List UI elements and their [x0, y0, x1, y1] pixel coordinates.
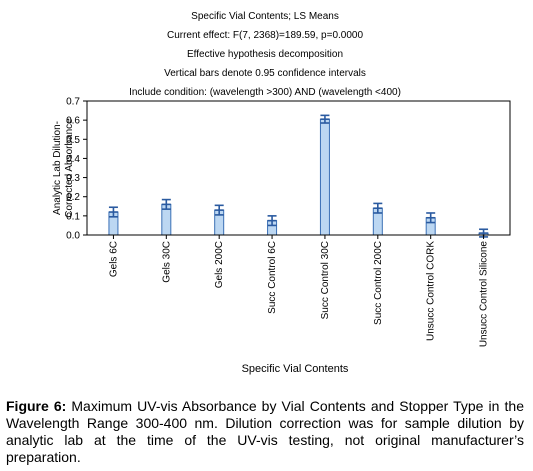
x-tick-label: Succ Control 30C: [320, 241, 331, 319]
chart-header-line: Include condition: (wavelength >300) AND…: [129, 87, 401, 98]
x-axis: Gels 6C Gels 30C Gels 200C Succ Control 6C S…: [108, 235, 490, 348]
y-tick-label: 0.5: [66, 135, 80, 146]
x-tick-label: Gels 6C: [108, 241, 119, 277]
x-tick-label: Gels 30C: [161, 241, 172, 283]
error-bar: [108, 206, 118, 218]
y-tick-label: 0.7: [66, 97, 80, 108]
error-bars: [108, 114, 489, 238]
caption-text: Maximum UV-vis Absorbance by Vial Conten…: [6, 398, 524, 465]
caption-label: Figure 6:: [6, 398, 67, 414]
y-tick-label: 0.6: [66, 116, 80, 127]
x-tick-label: Unsucc Control Silicone: [479, 241, 490, 348]
y-axis: 0.0 0.1 0.2 0.3 0.4 0.5 0.6 0.7: [66, 97, 87, 242]
chart-header-line: Vertical bars denote 0.95 confidence int…: [164, 68, 366, 79]
bar: [319, 118, 330, 236]
y-tick-label: 0.1: [66, 211, 80, 222]
chart-header-line: Specific Vial Contents; LS Means: [191, 11, 339, 22]
y-tick-label: 0.2: [66, 192, 80, 203]
error-bar: [214, 204, 224, 216]
error-bar: [426, 212, 436, 224]
y-axis-title: Analytic Lab Dilution- Corrected Absorban…: [52, 118, 75, 218]
x-tick-label: Succ Control 200C: [373, 241, 384, 325]
figure-caption: Figure 6: Maximum UV-vis Absorbance by V…: [6, 398, 524, 466]
error-bar: [161, 198, 171, 210]
chart-header-line: Effective hypothesis decomposition: [187, 49, 343, 60]
error-bar: [373, 202, 383, 214]
x-tick-label: Succ Control 6C: [267, 241, 278, 314]
y-tick-label: 0.0: [66, 231, 80, 242]
x-tick-label: Unsucc Control CORK: [426, 241, 437, 341]
x-axis-title: Specific Vial Contents: [242, 363, 349, 375]
y-axis-title-line: Analytic Lab Dilution-: [52, 121, 63, 215]
y-axis-title-line: Corrected Absorbance: [64, 118, 75, 218]
chart-header-line: Current effect: F(7, 2368)=189.59, p=0.0…: [167, 30, 363, 41]
y-tick-label: 0.3: [66, 173, 80, 184]
error-bar: [320, 114, 330, 124]
y-tick-label: 0.4: [66, 154, 80, 165]
x-tick-label: Gels 200C: [214, 241, 225, 288]
chart-header: Specific Vial Contents; LS Means Current …: [129, 11, 401, 98]
chart: Specific Vial Contents; LS Means Current …: [52, 11, 511, 375]
error-bar: [267, 215, 277, 227]
plot-frame: [86, 100, 511, 236]
